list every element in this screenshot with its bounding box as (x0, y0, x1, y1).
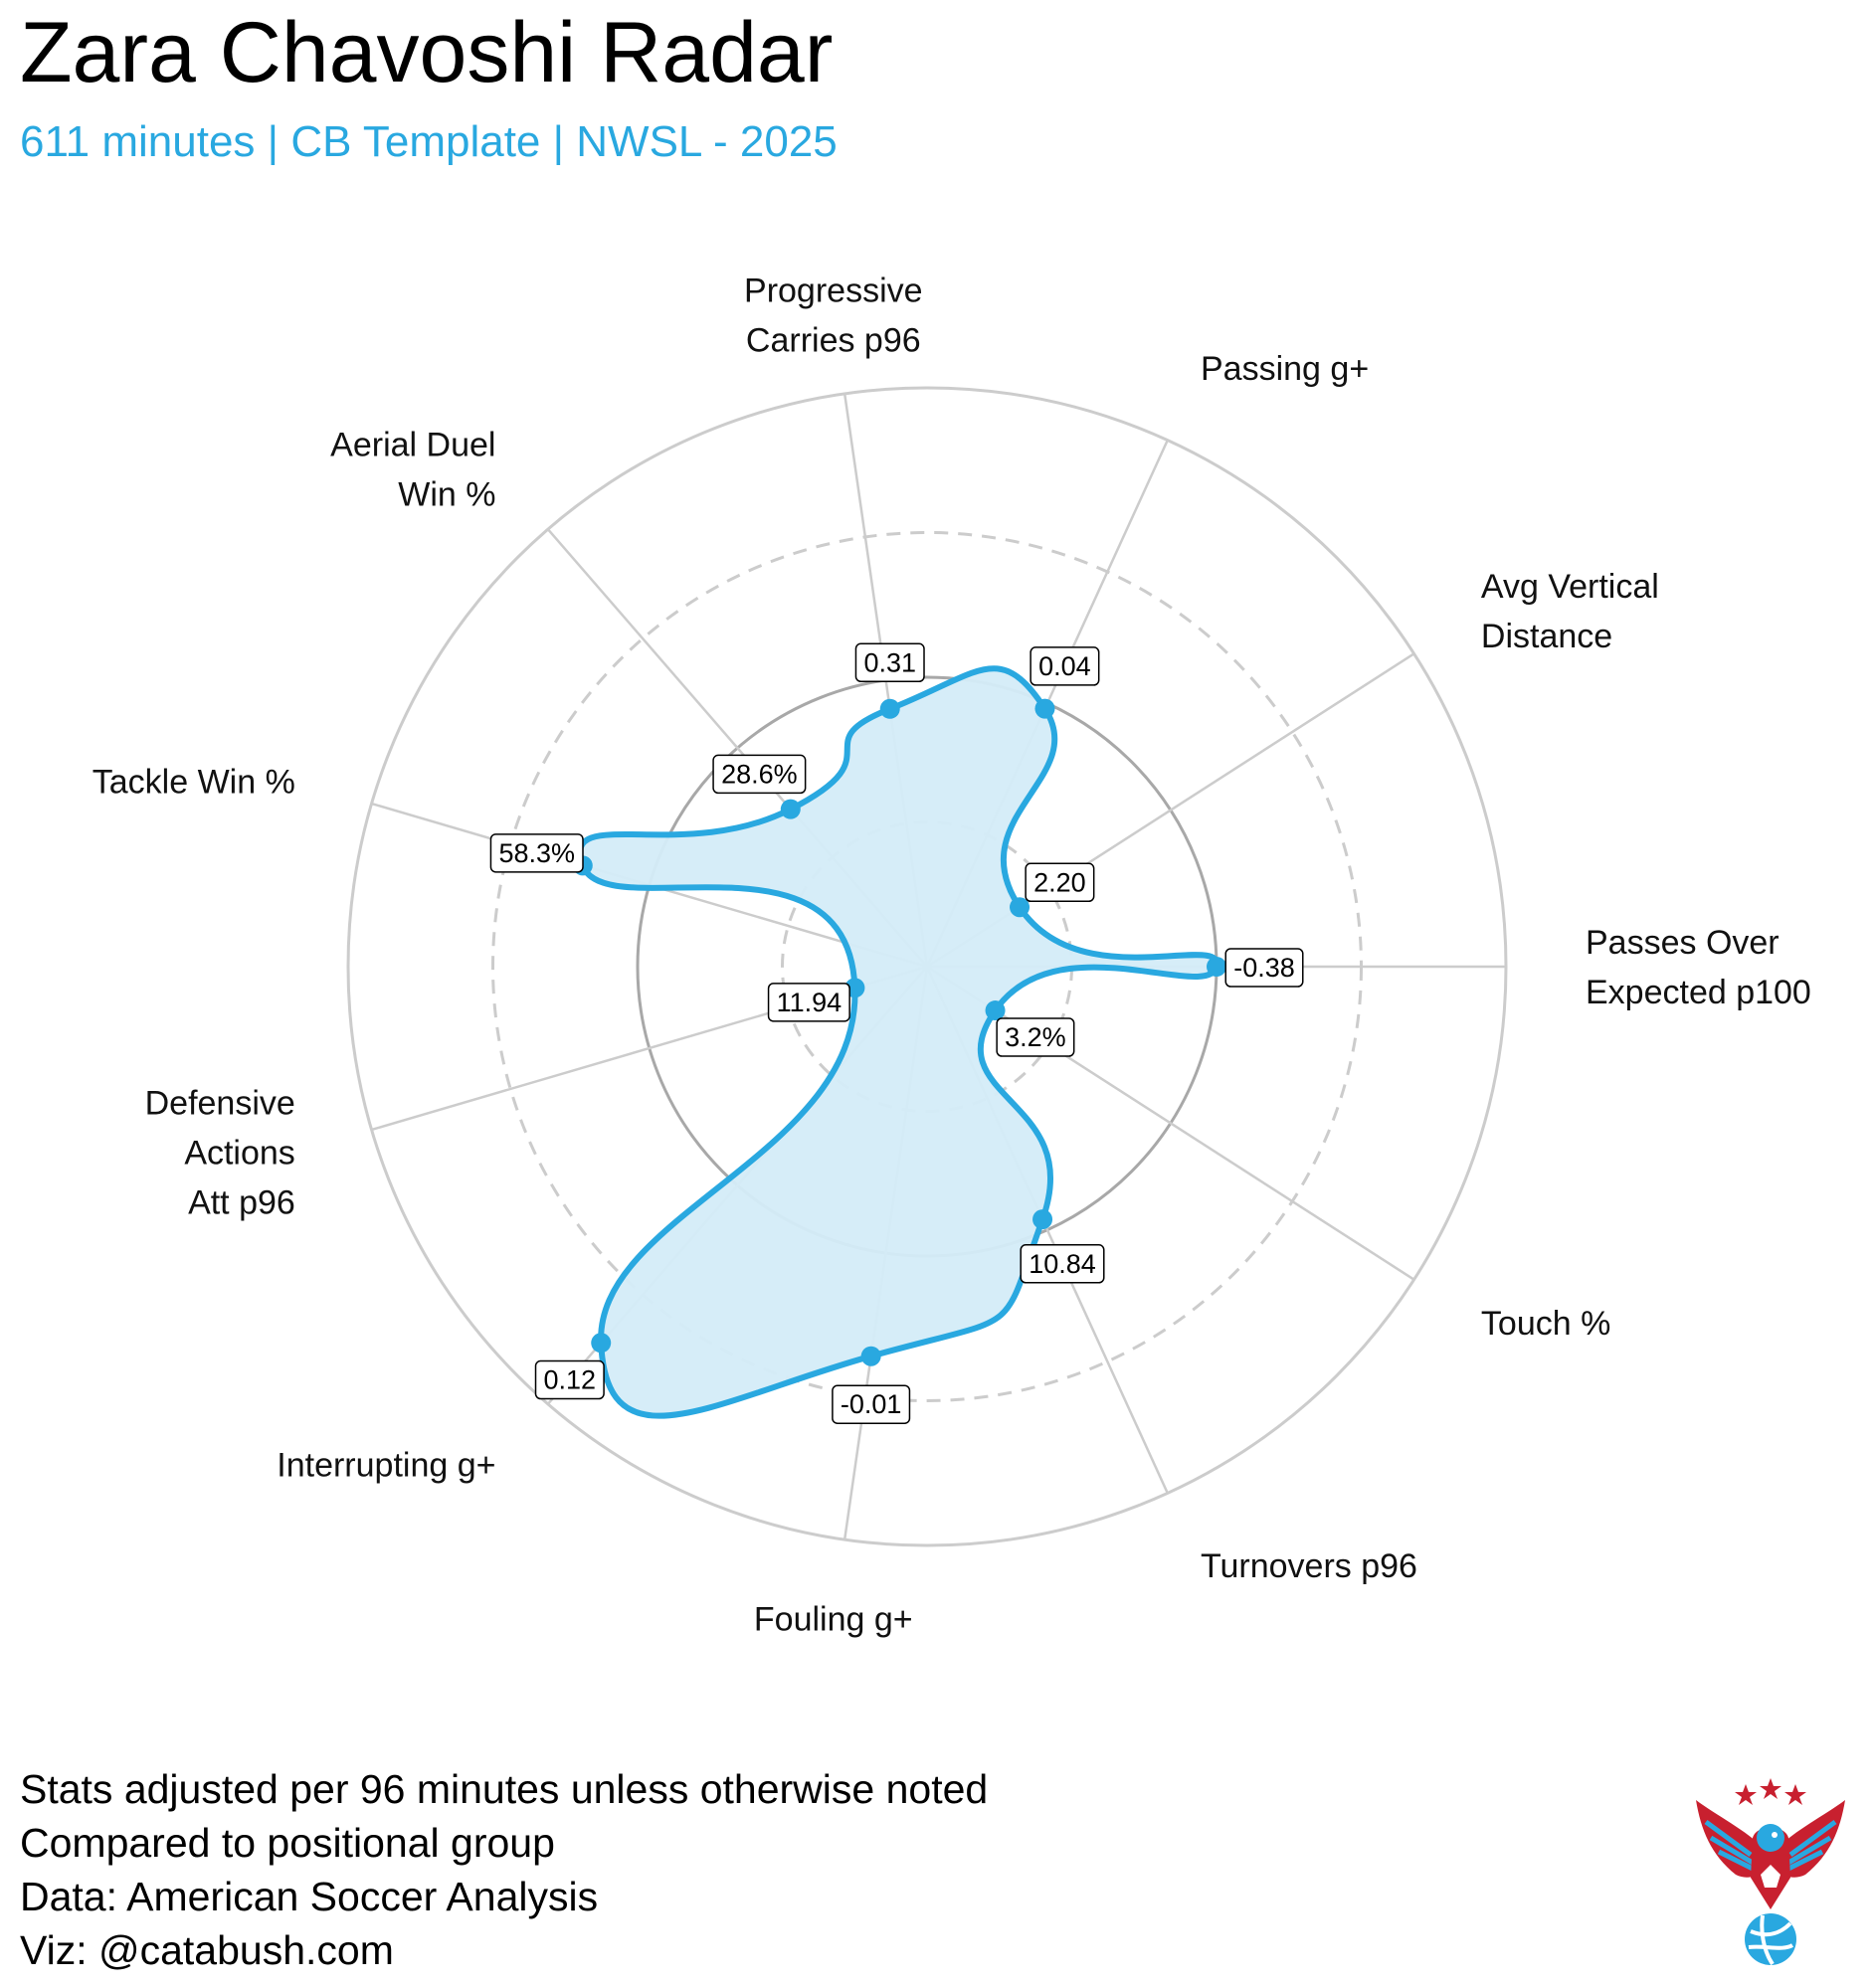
value-label-box (1025, 862, 1095, 903)
radar-shape (577, 665, 1220, 1419)
radar-point (1034, 698, 1055, 719)
radar-point (860, 1346, 881, 1366)
axis-label: Fouling g+ (754, 1600, 913, 1638)
radar-point (1032, 1209, 1053, 1230)
axis-label: Avg Vertical Distance (1481, 568, 1659, 655)
axis-label: Tackle Win % (93, 763, 295, 801)
radar-point (879, 698, 900, 719)
value-label-box (534, 1359, 605, 1400)
axis-label: Passing g+ (1201, 350, 1369, 388)
axis-label-line: Passing g+ (1201, 350, 1369, 388)
axis-label-line: Expected p100 (1586, 974, 1811, 1011)
logo-star-icon (1784, 1784, 1806, 1805)
axis-label: Defensive Actions Att p96 (145, 1085, 295, 1222)
footnotes: Stats adjusted per 96 minutes unless oth… (20, 1762, 988, 1977)
eagle-logo-icon (1696, 1778, 1845, 1966)
axis-label-line: Progressive (744, 272, 923, 310)
axis-label-line: Interrupting g+ (277, 1446, 495, 1484)
logo-star-icon (1735, 1784, 1757, 1805)
value-label: 11.94 (777, 988, 843, 1017)
value-label-box (1224, 948, 1304, 988)
axis-label-line: Distance (1481, 618, 1612, 655)
value-label-box (1030, 646, 1100, 686)
axis-label-line: Tackle Win % (93, 763, 295, 801)
axis-label: Progressive Carries p96 (744, 272, 923, 360)
value-label: 58.3% (498, 838, 575, 868)
axis-label-line: Touch % (1481, 1305, 1610, 1343)
axis-label-line: Passes Over (1586, 924, 1780, 962)
radar-point (1010, 897, 1031, 918)
value-label: 3.2% (1005, 1022, 1066, 1052)
axis-label-line: Win % (398, 476, 495, 514)
value-label-box (489, 833, 584, 873)
axis-label-line: Att p96 (188, 1184, 295, 1222)
radar-area (577, 665, 1220, 1419)
value-label: 28.6% (721, 759, 798, 789)
axis-label: Aerial Duel Win % (330, 427, 495, 514)
radar-point (1207, 957, 1226, 977)
footnote-line: Viz: @catabush.com (20, 1927, 394, 1973)
value-label-box (832, 1384, 911, 1424)
value-label-box (996, 1017, 1075, 1057)
footnote-line: Stats adjusted per 96 minutes unless oth… (20, 1766, 989, 1812)
value-label-box (712, 754, 807, 795)
value-label: 0.12 (544, 1365, 597, 1395)
value-label: 10.84 (1029, 1249, 1096, 1279)
radar-point (591, 1333, 612, 1354)
radar-point (985, 1000, 1006, 1021)
radar-point (780, 799, 801, 819)
radar-chart: -0.38 Passes Over Expected p100 2.20 Avg Ver… (93, 272, 1811, 1639)
axis-label: Touch % (1481, 1305, 1610, 1343)
axis-label-line: Turnovers p96 (1201, 1547, 1417, 1585)
axis-label-line: Actions (184, 1135, 295, 1173)
axis-label: Passes Over Expected p100 (1586, 924, 1811, 1011)
value-label: 0.31 (863, 647, 916, 677)
logo-ball-icon (1745, 1913, 1796, 1965)
axis-label: Interrupting g+ (277, 1446, 495, 1484)
footnote-line: Compared to positional group (20, 1820, 555, 1866)
value-label-box (1020, 1244, 1105, 1284)
chart-title: Zara Chavoshi Radar (20, 5, 834, 100)
axis-label: Turnovers p96 (1201, 1547, 1417, 1585)
footnote-line: Data: American Soccer Analysis (20, 1874, 599, 1919)
value-label-box (767, 983, 850, 1022)
axis-label-line: Carries p96 (746, 322, 921, 360)
axis-label-line: Fouling g+ (754, 1600, 913, 1638)
value-label-box (854, 642, 925, 683)
radar-labels: -0.38 Passes Over Expected p100 2.20 Avg Ver… (93, 272, 1811, 1639)
logo-star-icon (1760, 1778, 1781, 1799)
axis-label-line: Defensive (145, 1085, 295, 1123)
chart-subtitle: 611 minutes | CB Template | NWSL - 2025 (20, 117, 838, 166)
value-label: -0.38 (1233, 953, 1295, 983)
value-label: 2.20 (1033, 867, 1086, 897)
value-label: 0.04 (1038, 651, 1091, 681)
axis-label-line: Aerial Duel (330, 427, 495, 464)
axis-label-line: Avg Vertical (1481, 568, 1659, 606)
value-label: -0.01 (841, 1389, 902, 1419)
